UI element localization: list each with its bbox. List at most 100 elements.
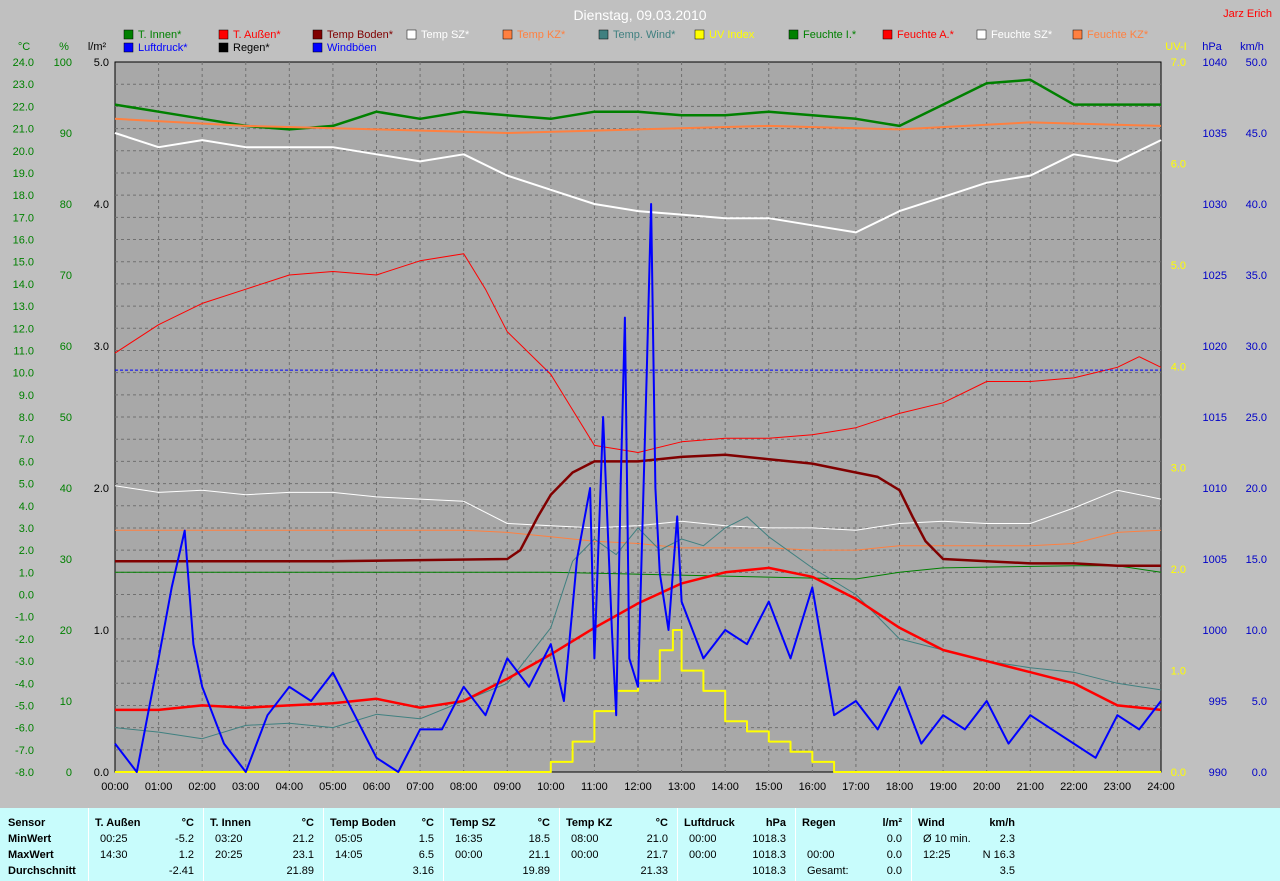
summary-separator [677, 808, 678, 881]
celsius-tick-label: 16.0 [13, 235, 34, 247]
summary-value: 18.5 [528, 833, 550, 845]
celsius-tick-label: 13.0 [13, 301, 34, 313]
summary-time: 00:00 [455, 849, 483, 861]
rain-tick-label: 0.0 [94, 767, 109, 779]
rain-unit-label: l/m² [88, 41, 107, 53]
kmh-tick-label: 45.0 [1246, 128, 1267, 140]
summary-table: Sensor MinWert MaxWert Durchschnitt T. Außen… [0, 808, 1280, 881]
celsius-tick-label: 11.0 [13, 345, 34, 357]
summary-time: 20:25 [215, 849, 243, 861]
celsius-tick-label: 17.0 [13, 212, 34, 224]
legend-swatch [1072, 29, 1083, 40]
summary-col-name: Regen [802, 817, 836, 829]
uv-tick-label: 6.0 [1171, 158, 1186, 170]
weather-chart: 24.0 23.0 22.0 21.0 20.0 19.0 18.0 17.0 16.0 15.0… [12, 7, 1272, 793]
summary-time: Ø 10 min. [923, 833, 971, 845]
summary-separator [323, 808, 324, 881]
series-temp-sz [114, 485, 1162, 531]
time-tick-label: 24:00 [1147, 781, 1175, 793]
time-tick-label: 06:00 [363, 781, 391, 793]
percent-tick-label: 40 [60, 483, 72, 495]
uv-tick-label: 0.0 [1171, 767, 1186, 779]
hpa-tick-label: 990 [1209, 767, 1227, 779]
legend-swatch [882, 29, 893, 40]
kmh-tick-label: 20.0 [1246, 483, 1267, 495]
legend-swatch [123, 42, 134, 53]
summary-col-unit: °C [181, 817, 194, 829]
celsius-tick-label: 2.0 [19, 545, 34, 557]
summary-row-label: MaxWert [8, 849, 54, 861]
summary-value: 6.5 [418, 849, 434, 861]
time-tick-label: 20:00 [973, 781, 1001, 793]
time-tick-label: 05:00 [319, 781, 347, 793]
summary-time: 16:35 [455, 833, 483, 845]
summary-value: 21.89 [286, 865, 314, 877]
summary-value: 21.7 [646, 849, 668, 861]
legend-label: Feuchte KZ* [1087, 29, 1149, 41]
kmh-tick-label: 35.0 [1246, 270, 1267, 282]
summary-time: 12:25 [923, 849, 951, 861]
legend-label: T. Außen* [233, 29, 281, 41]
series-uv-index [115, 629, 1161, 773]
celsius-tick-label: 21.0 [13, 124, 34, 136]
legend-swatch [406, 29, 417, 40]
summary-col-unit: l/m² [882, 817, 902, 829]
summary-value: 3.16 [412, 865, 434, 877]
celsius-tick-label: -7.0 [15, 745, 34, 757]
kmh-tick-label: 30.0 [1246, 341, 1267, 353]
celsius-tick-label: -1.0 [15, 612, 34, 624]
summary-value: 1018.3 [752, 849, 786, 861]
summary-separator [203, 808, 204, 881]
summary-col-name: Temp KZ [566, 817, 613, 829]
hpa-tick-label: 1040 [1203, 57, 1227, 69]
legend-label: Luftdruck* [138, 42, 188, 54]
celsius-tick-label: -2.0 [15, 634, 34, 646]
legend-label: UV Index [709, 29, 755, 41]
percent-tick-label: 30 [60, 554, 72, 566]
summary-value: 21.1 [528, 849, 550, 861]
celsius-tick-label: -5.0 [15, 700, 34, 712]
legend-label: Temp Boden* [327, 29, 394, 41]
summary-col-unit: °C [301, 817, 314, 829]
time-tick-label: 04:00 [276, 781, 304, 793]
series-feuchte-i [114, 78, 1161, 131]
summary-separator [559, 808, 560, 881]
time-tick-label: 22:00 [1060, 781, 1088, 793]
summary-value: 2.3 [999, 833, 1015, 845]
summary-value: 19.89 [522, 865, 550, 877]
kmh-tick-label: 40.0 [1246, 199, 1267, 211]
uv-unit-label: UV-I [1165, 41, 1186, 53]
summary-value: 21.0 [646, 833, 668, 845]
celsius-tick-label: -6.0 [15, 723, 34, 735]
legend-swatch [976, 29, 987, 40]
percent-tick-label: 100 [54, 57, 72, 69]
uv-tick-label: 1.0 [1171, 666, 1186, 678]
uv-tick-label: 4.0 [1171, 361, 1186, 373]
time-tick-label: 00:00 [101, 781, 129, 793]
summary-row-label: Sensor [8, 817, 46, 829]
time-tick-label: 19:00 [929, 781, 957, 793]
hpa-tick-label: 1020 [1203, 341, 1227, 353]
summary-col-name: Wind [918, 817, 945, 829]
uv-tick-label: 3.0 [1171, 463, 1186, 475]
summary-col-name: Luftdruck [684, 817, 735, 829]
legend-label: Windböen [327, 42, 377, 54]
legend-label: Feuchte I.* [803, 29, 857, 41]
legend-label: Regen* [233, 42, 270, 54]
summary-time: Gesamt: [807, 865, 849, 877]
legend-swatch [218, 42, 229, 53]
summary-col-unit: hPa [765, 817, 786, 829]
celsius-tick-label: 20.0 [13, 146, 34, 158]
celsius-tick-label: 6.0 [19, 456, 34, 468]
summary-value: 21.2 [292, 833, 314, 845]
celsius-unit-label: °C [18, 41, 30, 53]
summary-value: 0.0 [886, 849, 902, 861]
time-tick-label: 03:00 [232, 781, 260, 793]
summary-value: 1018.3 [752, 833, 786, 845]
legend-label: T. Innen* [138, 29, 182, 41]
summary-col-name: T. Außen [95, 817, 141, 829]
hpa-tick-label: 1005 [1203, 554, 1227, 566]
legend-label: Temp. Wind* [613, 29, 676, 41]
summary-col-name: T. Innen [210, 817, 251, 829]
uv-tick-label: 5.0 [1171, 260, 1186, 272]
